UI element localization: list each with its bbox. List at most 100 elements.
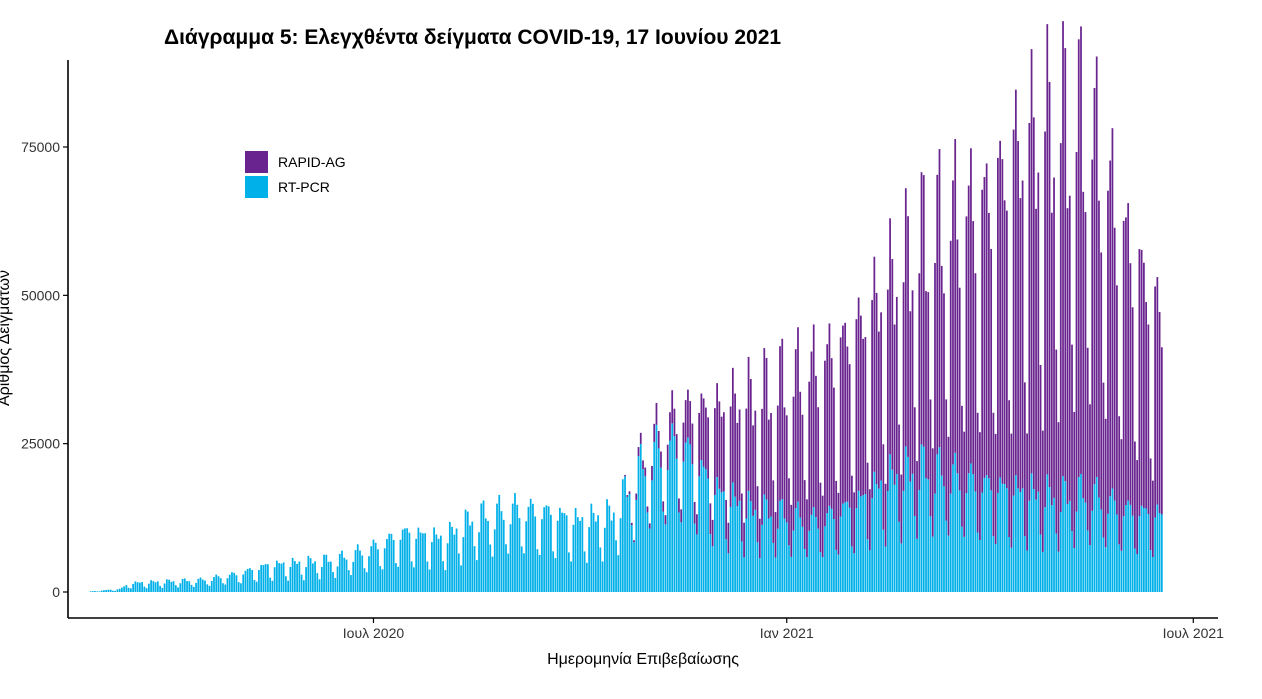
bar-rt-pcr — [655, 424, 658, 592]
bar-rapid-ag — [1073, 411, 1076, 549]
bar-rapid-ag — [727, 522, 730, 554]
bar-rt-pcr — [329, 561, 332, 592]
bar-rapid-ag — [938, 149, 941, 448]
bar-rt-pcr — [276, 560, 278, 592]
bar-rt-pcr — [1046, 474, 1049, 592]
bar-rt-pcr — [258, 569, 260, 592]
bar-rapid-ag — [1028, 122, 1031, 501]
bar-rt-pcr — [118, 588, 121, 592]
bar-rt-pcr — [882, 529, 885, 592]
legend-label: RAPID-AG — [278, 154, 346, 170]
bar-rapid-ag — [1082, 191, 1085, 499]
bar-rt-pcr — [404, 528, 406, 592]
bar-rt-pcr — [1019, 492, 1022, 592]
bar-rapid-ag — [958, 287, 961, 491]
bar-rt-pcr — [925, 477, 927, 592]
bar-rapid-ag — [943, 293, 945, 487]
bar-rt-pcr — [397, 566, 400, 592]
bar-rt-pcr — [199, 577, 202, 592]
bar-rt-pcr — [714, 494, 716, 592]
bar-rapid-ag — [877, 331, 880, 489]
bar-rt-pcr — [646, 512, 649, 592]
bar-rt-pcr — [1091, 510, 1094, 592]
bar-rt-pcr — [237, 582, 240, 592]
bar-rt-pcr — [979, 540, 981, 592]
bar-rapid-ag — [1046, 24, 1049, 475]
bar-rapid-ag — [889, 218, 891, 455]
bar-rapid-ag — [940, 265, 943, 476]
bar-rapid-ag — [988, 212, 990, 479]
bar-rt-pcr — [1086, 530, 1089, 592]
bar-rt-pcr — [637, 456, 640, 592]
bar-rapid-ag — [705, 407, 707, 470]
bar-rt-pcr — [1066, 504, 1069, 592]
bar-rt-pcr — [1109, 496, 1112, 592]
bar-rt-pcr — [267, 564, 269, 592]
bar-rapid-ag — [860, 315, 862, 497]
bar-rt-pcr — [835, 549, 838, 592]
bar-rapid-ag — [1023, 382, 1026, 537]
bar-rt-pcr — [918, 490, 921, 592]
bar-rt-pcr — [1010, 547, 1013, 592]
bar-rapid-ag — [803, 480, 806, 549]
bar-rt-pcr — [799, 517, 802, 592]
bar-rt-pcr — [716, 477, 718, 592]
bar-rapid-ag — [925, 291, 927, 478]
bar-rt-pcr — [478, 532, 480, 592]
bar-rt-pcr — [130, 588, 132, 592]
bar-rapid-ag — [1120, 439, 1123, 551]
bar-rapid-ag — [1129, 263, 1132, 505]
bar-rt-pcr — [361, 555, 364, 592]
bar-rt-pcr — [644, 476, 647, 592]
bar-rt-pcr — [442, 561, 444, 592]
bar-rapid-ag — [758, 518, 761, 559]
bar-rapid-ag — [851, 475, 853, 547]
bar-rt-pcr — [1136, 554, 1139, 592]
bar-rapid-ag — [1154, 286, 1156, 518]
bar-rt-pcr — [105, 589, 108, 592]
bar-rt-pcr — [956, 473, 959, 592]
bar-rt-pcr — [907, 456, 909, 592]
bar-rapid-ag — [830, 358, 833, 509]
bar-rt-pcr — [904, 446, 907, 592]
bar-rt-pcr — [680, 522, 683, 592]
bar-rt-pcr — [1113, 500, 1116, 592]
bar-rapid-ag — [763, 348, 766, 495]
bar-rt-pcr — [1044, 507, 1046, 592]
bar-rapid-ag — [898, 424, 900, 522]
bar-rapid-ag — [983, 177, 986, 478]
bar-rt-pcr — [417, 527, 420, 592]
bar-rapid-ag — [1151, 480, 1154, 558]
bar-rt-pcr — [693, 523, 696, 592]
bar-rt-pcr — [89, 591, 92, 592]
bar-rt-pcr — [222, 583, 224, 592]
bar-rapid-ag — [1134, 441, 1136, 549]
bar-rt-pcr — [466, 511, 469, 592]
bar-rt-pcr — [1053, 497, 1055, 592]
bar-rt-pcr — [471, 521, 474, 592]
bar-rt-pcr — [217, 576, 220, 592]
bar-rapid-ag — [821, 495, 824, 558]
bar-rt-pcr — [208, 585, 211, 592]
bar-rapid-ag — [646, 506, 649, 513]
bar-rt-pcr — [913, 515, 916, 592]
bar-rapid-ag — [637, 447, 640, 457]
bar-rt-pcr — [280, 563, 283, 592]
bar-rt-pcr — [1143, 507, 1145, 592]
bar-rapid-ag — [1030, 49, 1033, 474]
bar-rt-pcr — [666, 470, 669, 592]
bar-rapid-ag — [936, 174, 939, 455]
bar-rt-pcr — [502, 519, 505, 592]
bar-rt-pcr — [940, 475, 943, 592]
bar-rt-pcr — [98, 591, 101, 592]
bar-rt-pcr — [114, 590, 117, 592]
bar-rt-pcr — [828, 505, 831, 592]
bar-rt-pcr — [285, 576, 287, 592]
bar-rapid-ag — [1125, 217, 1127, 506]
bar-rapid-ag — [934, 263, 936, 494]
bar-rt-pcr — [213, 577, 215, 592]
bar-rapid-ag — [626, 495, 629, 497]
bar-rt-pcr — [307, 555, 310, 592]
bar-rt-pcr — [774, 557, 777, 592]
